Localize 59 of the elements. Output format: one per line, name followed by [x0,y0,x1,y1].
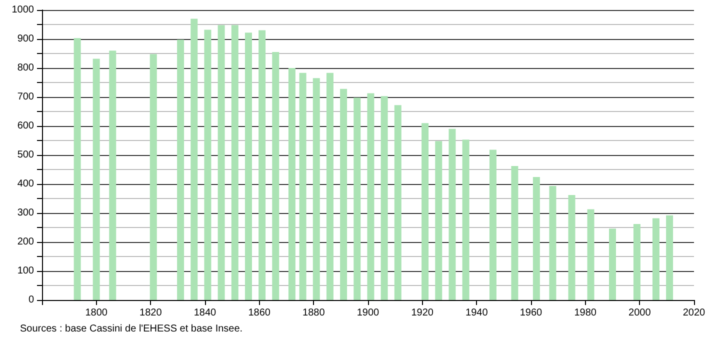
bar [633,224,640,300]
source-note: Sources : base Cassini de l'EHESS et base Insee. [20,324,243,334]
bar [652,218,660,300]
x-tick-label: 1860 [248,308,271,318]
bar [288,68,296,300]
y-tick-label: 700 [17,92,34,102]
bar [609,228,616,300]
x-tick-label: 1840 [194,308,217,318]
x-tick-label: 1920 [411,308,434,318]
bar [340,88,348,300]
bar [532,177,540,300]
bar [587,209,594,300]
bar [177,40,184,300]
bar [231,25,238,300]
x-tick-label: 1960 [520,308,543,318]
bar [354,98,361,300]
y-tick-label: 300 [17,208,34,218]
x-tick-label: 1980 [574,308,597,318]
bar [218,25,225,300]
bar [150,54,157,300]
bar [92,58,100,300]
bar [244,32,252,300]
bar [422,123,429,300]
y-tick-label: 400 [17,178,34,190]
y-tick-label: 600 [17,120,34,132]
x-tick-label: 1900 [356,308,380,318]
x-tick-label: 1880 [302,308,326,318]
bar [312,78,320,300]
y-tick-label: 1000 [12,4,34,16]
bar [666,215,674,300]
bar [190,18,198,300]
bar [394,105,402,300]
bar [549,186,556,300]
x-tick-label: 2000 [628,308,652,318]
bar [326,72,334,300]
x-tick-label: 1940 [466,308,488,318]
y-tick-label: 800 [17,62,34,74]
bar [272,52,280,300]
bar [109,50,116,300]
bar [448,128,456,300]
y-tick-label: 100 [17,266,34,276]
bar [568,195,576,300]
bar [489,150,496,300]
y-tick-label: 500 [17,150,34,160]
x-tick-label: 1800 [85,308,108,318]
y-tick-label: 0 [28,294,34,306]
y-tick-label: 900 [17,34,34,44]
bar [367,93,374,300]
bar [380,96,388,300]
bar [462,140,470,300]
bar [511,166,518,300]
x-tick-label: 1820 [140,308,162,318]
bar [204,30,212,300]
bar [299,72,306,300]
bar [435,141,442,300]
bar [258,30,266,300]
y-tick-label: 200 [17,236,34,248]
x-tick-label: 2020 [682,308,706,318]
bar [74,38,81,300]
